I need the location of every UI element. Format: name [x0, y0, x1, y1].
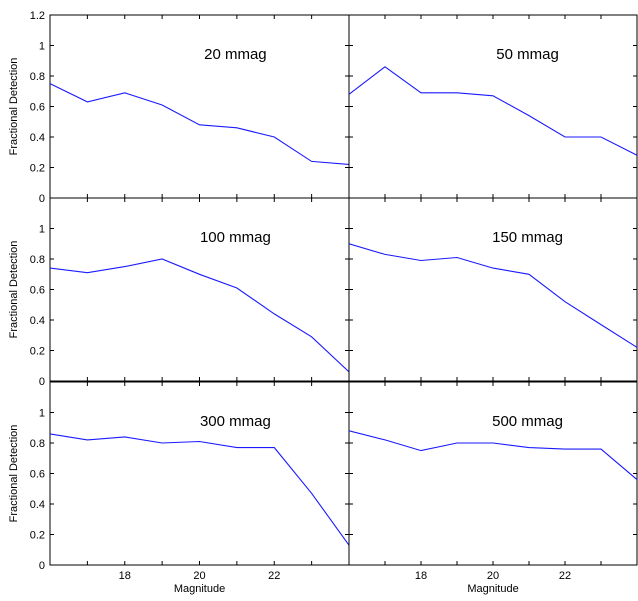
- panel-150-mmag: 150 mmag: [348, 197, 638, 382]
- panel-50-mmag: 50 mmag: [348, 14, 638, 199]
- y-tick-label: 1: [39, 224, 45, 236]
- panel-annotation: 20 mmag: [204, 46, 267, 63]
- panel-annotation: 100 mmag: [200, 229, 271, 246]
- y-tick-label: 0.4: [30, 132, 45, 144]
- y-tick-label: 0.4: [30, 315, 45, 327]
- y-tick-label: 0.6: [30, 469, 45, 481]
- x-axis-label: Magnitude: [467, 583, 518, 595]
- y-tick-label: 0: [39, 560, 45, 572]
- y-axis-label: Fractional Detection: [8, 241, 20, 339]
- panel-annotation: 150 mmag: [492, 229, 563, 246]
- x-tick-label: 18: [415, 570, 427, 582]
- panel-300-mmag: 0 0.2 0.4 0.6 0.8 1 18 20 22 Fractional Detection…: [8, 381, 350, 595]
- panel-frame: [49, 381, 350, 566]
- panel-100-mmag: 0 0.2 0.4 0.6 0.8 1 Fractional Detection 100 mm…: [8, 197, 350, 388]
- series-line: [349, 66, 637, 156]
- panel-annotation: 300 mmag: [200, 413, 271, 430]
- x-tick-label: 22: [268, 570, 280, 582]
- panel-frame: [348, 197, 638, 382]
- y-tick-label: 0.4: [30, 499, 45, 511]
- series-line: [50, 258, 349, 373]
- x-tick-label: 18: [119, 570, 131, 582]
- panel-frame: [348, 381, 638, 566]
- panel-20-mmag: 0 0.2 0.4 0.6 0.8 1 1.2 Fractional Detection 20 …: [8, 10, 350, 205]
- y-tick-label: 1.2: [30, 10, 45, 22]
- y-tick-label: 0.6: [30, 285, 45, 297]
- x-axis-label: Magnitude: [174, 583, 225, 595]
- series-line: [349, 430, 637, 481]
- y-tick-label: 0.8: [30, 254, 45, 266]
- x-tick-label: 22: [559, 570, 571, 582]
- y-tick-label: 0.8: [30, 438, 45, 450]
- y-tick-label: 0.6: [30, 102, 45, 114]
- y-tick-label: 1: [39, 408, 45, 420]
- series-line: [50, 433, 349, 546]
- y-tick-label: 0.8: [30, 71, 45, 83]
- panel-500-mmag: 18 20 22 Magnitude 500 mmag: [348, 381, 638, 595]
- panel-annotation: 500 mmag: [492, 413, 563, 430]
- y-tick-label: 0.2: [30, 530, 45, 542]
- series-line: [50, 83, 349, 165]
- y-tick-label: 0.2: [30, 163, 45, 175]
- y-tick-label: 1: [39, 41, 45, 53]
- panel-annotation: 50 mmag: [496, 46, 559, 63]
- y-tick-label: 0: [39, 193, 45, 205]
- series-line: [349, 243, 637, 348]
- y-axis-label: Fractional Detection: [8, 58, 20, 156]
- panel-frame: [49, 197, 350, 382]
- x-tick-label: 20: [193, 570, 205, 582]
- panel-frame: [49, 14, 350, 199]
- panel-frame: [348, 14, 638, 199]
- y-axis-label: Fractional Detection: [8, 425, 20, 523]
- y-tick-label: 0: [39, 376, 45, 388]
- x-tick-label: 20: [487, 570, 499, 582]
- y-tick-label: 0.2: [30, 346, 45, 358]
